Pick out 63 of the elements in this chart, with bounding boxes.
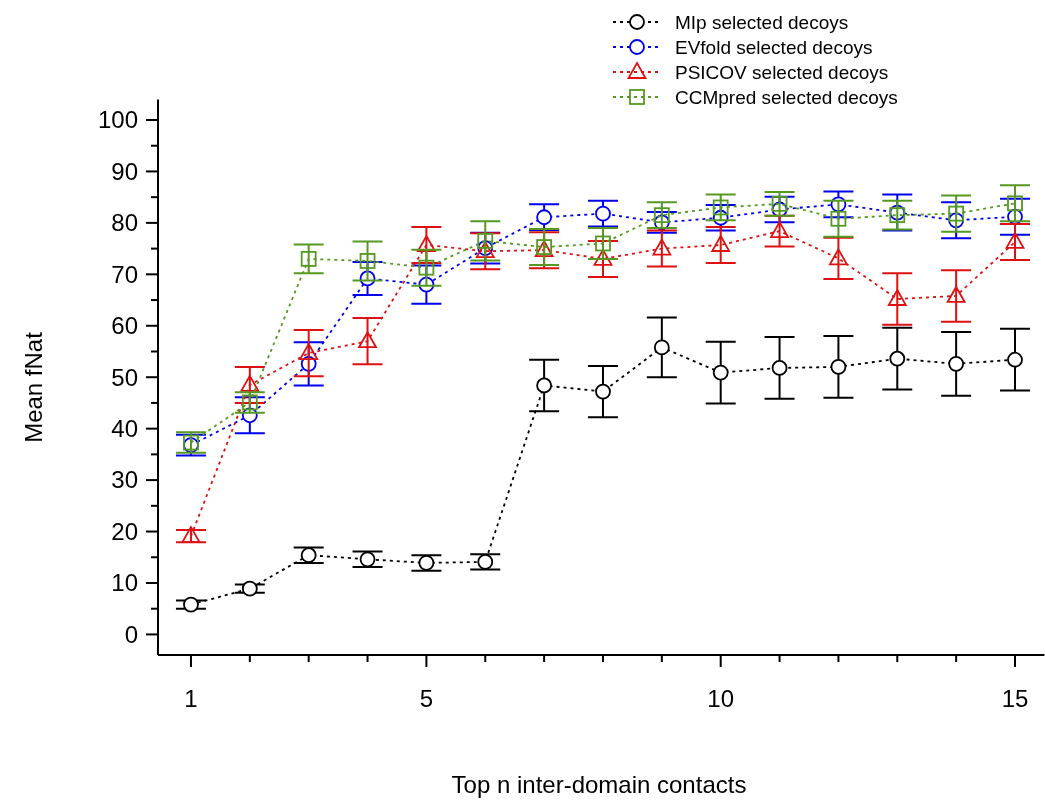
point xyxy=(477,553,494,570)
point xyxy=(595,205,611,222)
point xyxy=(300,251,317,267)
x-tick-label: 15 xyxy=(1001,685,1029,712)
point xyxy=(241,580,258,597)
y-axis-title: Mean fNat xyxy=(20,331,47,443)
point xyxy=(771,195,788,212)
point xyxy=(830,210,847,227)
point xyxy=(711,235,731,252)
point xyxy=(241,394,258,411)
y-tick-label: 40 xyxy=(111,415,138,443)
y-tick-label: 30 xyxy=(111,466,138,494)
point xyxy=(359,253,376,269)
point xyxy=(593,248,613,266)
x-axis-title: Top n inter-domain contacts xyxy=(451,771,747,798)
x-tick-label: 10 xyxy=(707,685,735,712)
point xyxy=(418,259,435,276)
y-tick-label: 0 xyxy=(124,620,138,648)
point xyxy=(299,343,319,360)
point xyxy=(653,339,670,356)
point xyxy=(477,232,494,249)
y-tick-label: 50 xyxy=(111,363,138,391)
point xyxy=(948,205,965,222)
point xyxy=(181,526,201,544)
legend-label: EVfold selected decoys xyxy=(675,36,873,58)
point xyxy=(300,547,317,564)
y-tick-label: 80 xyxy=(111,209,138,237)
legend-label: CCMpred selected decoys xyxy=(675,86,898,108)
point xyxy=(359,551,376,568)
point xyxy=(417,235,436,252)
x-tick-label: 5 xyxy=(419,685,434,712)
point xyxy=(948,355,965,372)
y-tick-label: 20 xyxy=(111,517,138,545)
point xyxy=(1007,351,1023,368)
point xyxy=(712,199,729,216)
y-tick-label: 70 xyxy=(111,260,138,288)
point xyxy=(889,350,906,367)
y-tick-label: 60 xyxy=(111,312,138,340)
point xyxy=(771,360,788,376)
point xyxy=(358,331,377,349)
point xyxy=(887,289,907,306)
y-tick-label: 90 xyxy=(111,157,138,185)
point xyxy=(830,359,847,375)
point xyxy=(595,235,611,252)
point xyxy=(1007,195,1023,212)
point xyxy=(712,364,729,381)
legend-label: MIp selected decoys xyxy=(675,11,849,33)
point xyxy=(240,375,260,392)
point xyxy=(183,596,199,613)
point xyxy=(653,207,670,224)
point xyxy=(946,286,966,303)
point xyxy=(418,555,435,571)
point xyxy=(595,383,611,400)
x-tick-label: 1 xyxy=(184,685,198,712)
point xyxy=(829,248,848,266)
point xyxy=(1005,232,1025,249)
point xyxy=(536,377,553,394)
legend-label: PSICOV selected decoys xyxy=(675,61,889,83)
y-tick-label: 100 xyxy=(97,106,138,134)
point xyxy=(652,238,672,256)
point xyxy=(770,221,789,239)
point xyxy=(536,209,553,226)
y-tick-label: 10 xyxy=(111,569,138,597)
